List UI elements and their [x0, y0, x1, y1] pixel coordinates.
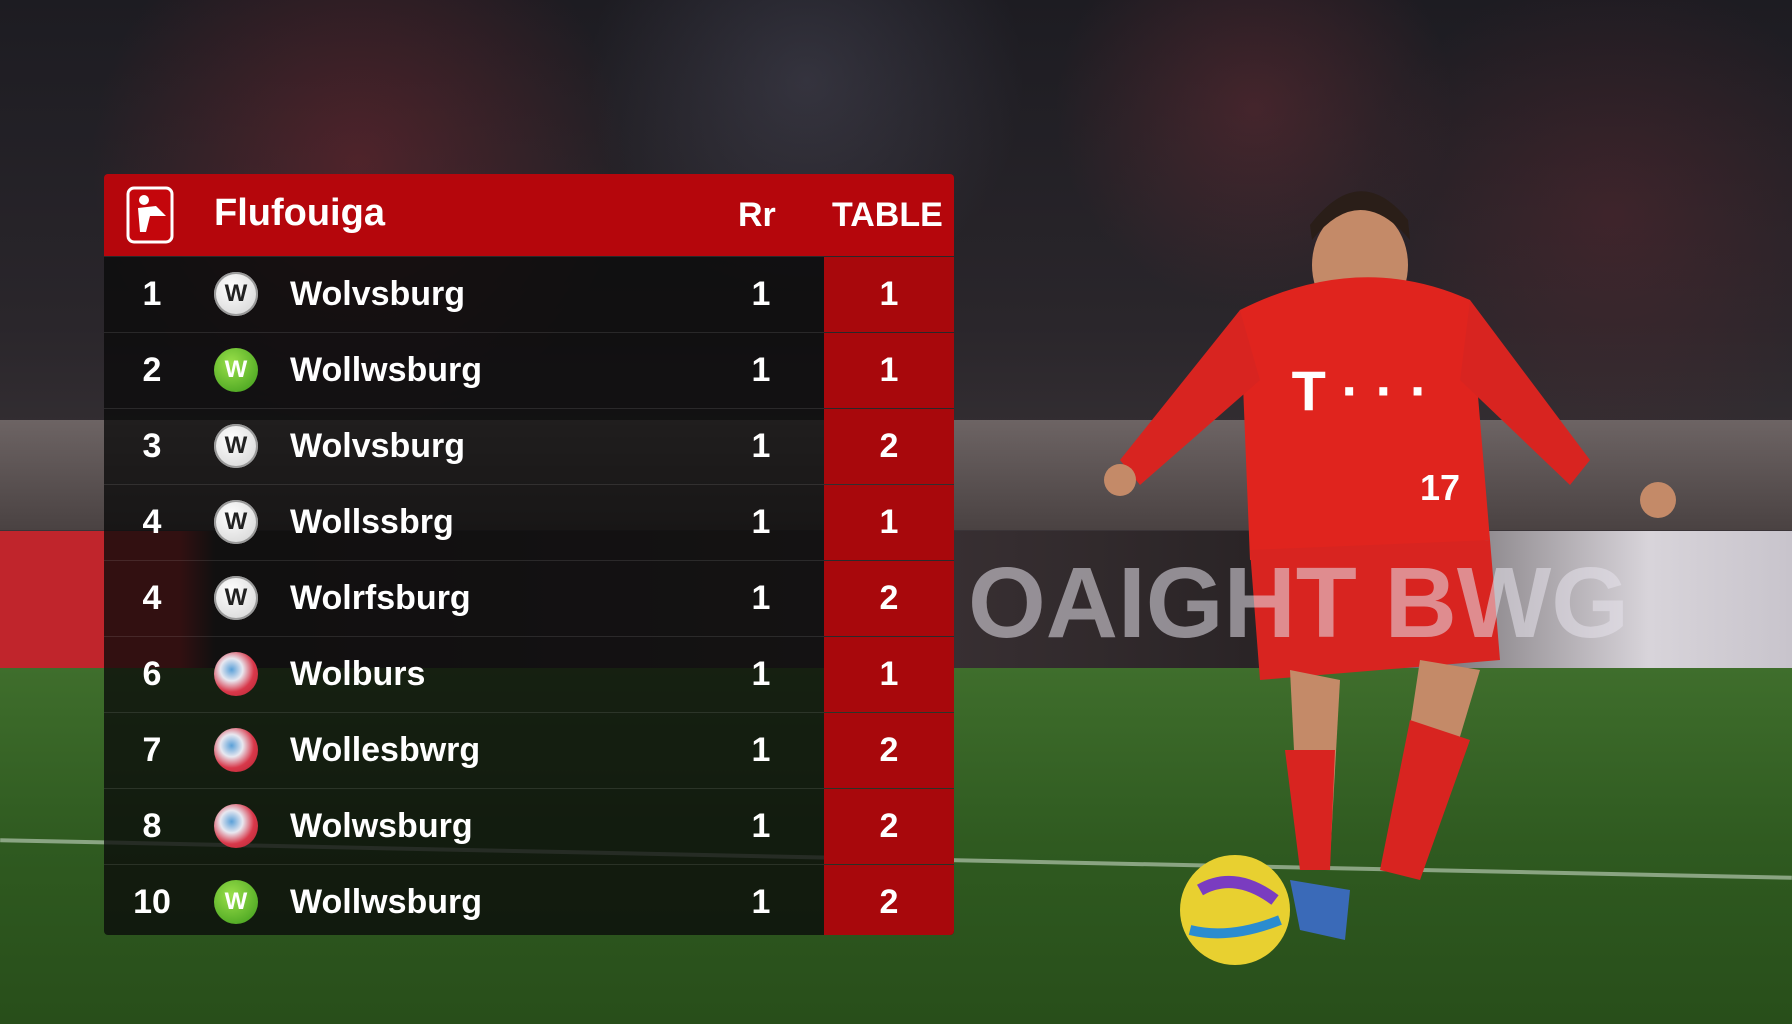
wolf-crest-icon: W: [214, 500, 258, 544]
bayern-crest-icon: [214, 728, 258, 772]
league-logo-icon: [126, 186, 174, 244]
wolf-crest-icon: W: [214, 424, 258, 468]
table-rows: 1 W Wolvsburg 1 1 2 W Wollwsburg 1 1 3 W Wolvsburg 1 2…: [104, 256, 954, 935]
table-value: 2: [879, 579, 899, 617]
team-name: Wolburs: [290, 655, 426, 693]
column-header-table: TABLE: [832, 196, 943, 234]
table-value: 1: [879, 275, 899, 313]
rr-value: 1: [751, 275, 771, 313]
table-value-cell: 1: [824, 257, 954, 332]
rr-value: 1: [751, 655, 771, 693]
bayern-crest-icon: [214, 652, 258, 696]
table-row: 10 W Wollwsburg 1 2: [104, 864, 954, 935]
rank: 4: [142, 503, 162, 541]
rank: 4: [142, 579, 162, 617]
team-name: Wolrfsburg: [290, 579, 471, 617]
rr-value: 1: [751, 731, 771, 769]
rank: 1: [142, 275, 162, 313]
table-row: 8 Wolwsburg 1 2: [104, 788, 954, 864]
table-value: 2: [879, 807, 899, 845]
table-row: 2 W Wollwsburg 1 1: [104, 332, 954, 408]
team-name: Wolwsburg: [290, 807, 473, 845]
rank: 3: [142, 427, 162, 465]
rr-value: 1: [751, 807, 771, 845]
rank: 7: [142, 731, 162, 769]
table-value-cell: 1: [824, 333, 954, 408]
rr-value: 1: [751, 579, 771, 617]
table-title: Flufouiga: [214, 192, 385, 234]
table-row: 7 Wollesbwrg 1 2: [104, 712, 954, 788]
table-value-cell: 2: [824, 409, 954, 484]
rr-value: 1: [751, 503, 771, 541]
table-row: 4 W Wollssbrg 1 1: [104, 484, 954, 560]
shorts-number: 17: [1420, 467, 1460, 508]
rank: 2: [142, 351, 162, 389]
team-name: Wollwsburg: [290, 351, 483, 389]
player-image: T · · · 17: [1104, 191, 1676, 965]
team-name: Wollesbwrg: [290, 731, 481, 769]
table-header: Flufouiga Rr TABLE: [104, 174, 954, 256]
team-name: Wolvsburg: [290, 275, 466, 313]
table-value: 1: [879, 503, 899, 541]
team-name: Wollssbrg: [290, 503, 454, 541]
bayern-crest-icon: [214, 804, 258, 848]
table-value-cell: 2: [824, 865, 954, 935]
column-header-rr: Rr: [738, 196, 776, 234]
rr-value: 1: [751, 427, 771, 465]
rr-value: 1: [751, 883, 771, 921]
wolf-crest-icon: W: [214, 272, 258, 316]
table-value-cell: 2: [824, 561, 954, 636]
table-value-cell: 2: [824, 789, 954, 864]
rr-value: 1: [751, 351, 771, 389]
table-row: 4 W Wolrfsburg 1 2: [104, 560, 954, 636]
table-value: 1: [879, 351, 899, 389]
table-value: 1: [879, 655, 899, 693]
table-row: 1 W Wolvsburg 1 1: [104, 256, 954, 332]
rank: 10: [133, 883, 171, 921]
table-row: 6 Wolburs 1 1: [104, 636, 954, 712]
green-wolf-crest-icon: W: [214, 880, 258, 924]
table-value: 2: [879, 883, 899, 921]
table-value-cell: 1: [824, 485, 954, 560]
table-row: 3 W Wolvsburg 1 2: [104, 408, 954, 484]
rank: 8: [142, 807, 162, 845]
shirt-sponsor: T · · ·: [1292, 359, 1429, 422]
wolf-crest-icon: W: [214, 576, 258, 620]
team-name: Wollwsburg: [290, 883, 483, 921]
table-value: 2: [879, 731, 899, 769]
table-value: 2: [879, 427, 899, 465]
table-value-cell: 2: [824, 713, 954, 788]
team-name: Wolvsburg: [290, 427, 466, 465]
green-wolf-crest-icon: W: [214, 348, 258, 392]
rank: 6: [142, 655, 162, 693]
advertising-text: OAIGHT BWG: [968, 547, 1630, 659]
table-value-cell: 1: [824, 637, 954, 712]
league-table: Flufouiga Rr TABLE 1 W Wolvsburg 1 1 2 W Wollws…: [104, 174, 954, 935]
